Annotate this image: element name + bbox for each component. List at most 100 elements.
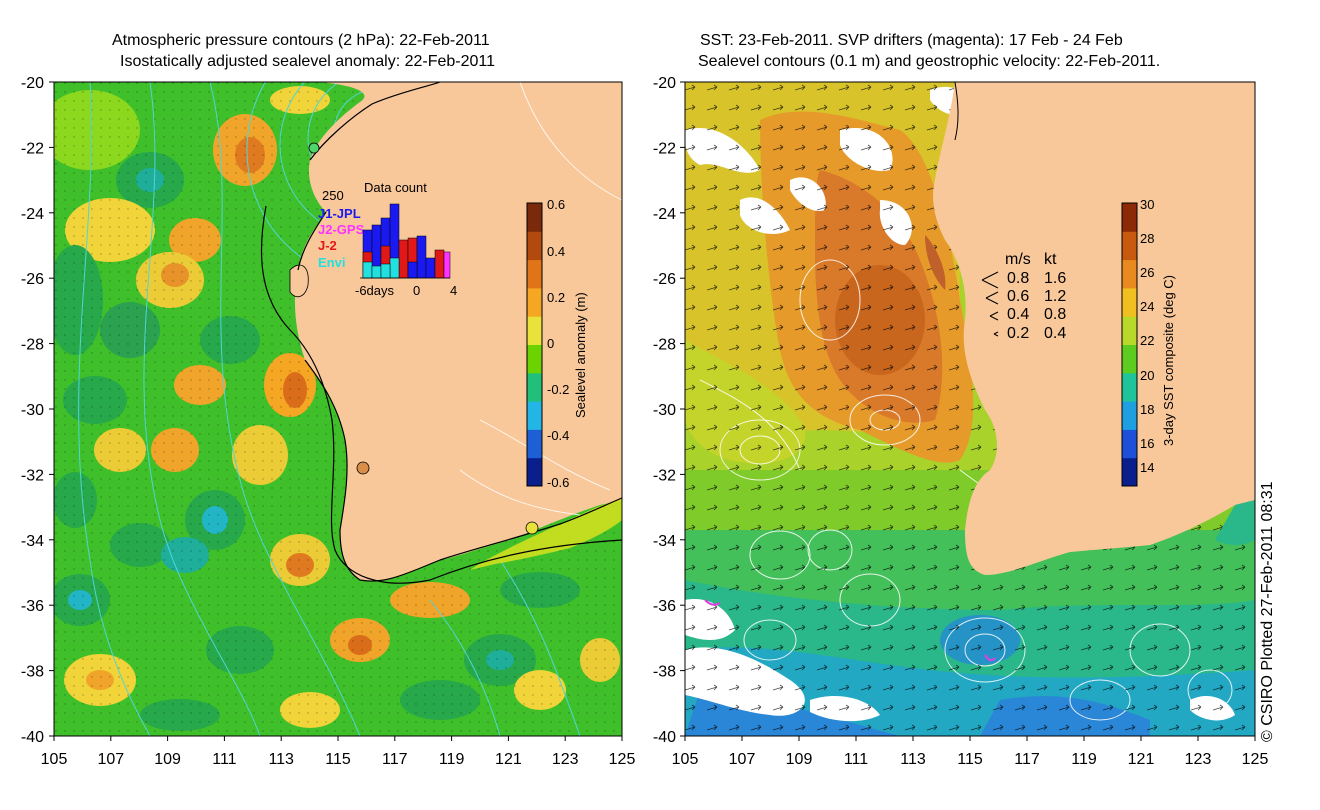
right-y-tick-label: -30 [653, 402, 676, 419]
left-x-tick-label: 105 [41, 751, 68, 768]
sst-tick-26: 26 [1140, 265, 1154, 280]
sst-colorbar-segment-9 [1122, 203, 1137, 232]
left-y-tick-label: -24 [21, 206, 44, 223]
sst-colorbar-ticks: 30 28 26 24 22 20 18 16 14 [1140, 197, 1154, 475]
left-title-line2: Isostatically adjusted sealevel anomaly:… [120, 53, 496, 70]
sst-tick-24: 24 [1140, 299, 1154, 314]
left-y-axis: -20 -22 -24 -26 -28 -30 -32 -34 -36 -38 -40 [21, 75, 54, 746]
sealevel-tick-neg0.4: -0.4 [547, 428, 569, 443]
right-title-line1: SST: 23-Feb-2011. SVP drifters (magenta)… [700, 32, 1123, 49]
data-count-bars [362, 203, 451, 279]
sealevel-tick-0.2: 0.2 [547, 290, 565, 305]
svp-drifter-track-1 [704, 599, 721, 606]
sealevel-colorbar-segment-4 [527, 344, 542, 374]
sealevel-tick-0: 0 [547, 336, 554, 351]
data-count-title: Data count [364, 180, 427, 195]
sealevel-colorbar-segment-3 [527, 372, 542, 402]
sealevel-tick-0.6: 0.6 [547, 197, 565, 212]
velocity-row-1-kt: 1.2 [1044, 288, 1066, 305]
left-x-tick-label: 109 [154, 751, 181, 768]
right-y-tick-label: -36 [653, 598, 676, 615]
sealevel-colorbar-segment-2 [527, 401, 542, 430]
velocity-row-1-ms: 0.6 [1007, 288, 1029, 305]
sealevel-colorbar [526, 202, 543, 487]
right-x-tick-label: 109 [786, 751, 813, 768]
right-x-tick-label: 119 [1071, 751, 1097, 768]
sealevel-colorbar-segment-0 [527, 457, 542, 487]
left-y-tick-label: -26 [21, 271, 44, 288]
left-y-tick-label: -22 [21, 140, 44, 157]
left-x-tick-label: 113 [268, 751, 294, 768]
left-x-tick-label: 107 [97, 751, 124, 768]
sealevel-colorbar-segment-1 [527, 429, 542, 459]
right-y-tick-label: -22 [653, 140, 676, 157]
right-x-axis: 105 107 109 111 113 115 117 119 121 123 125 [672, 736, 1268, 768]
velocity-legend-header-ms: m/s [1005, 251, 1031, 268]
right-y-tick-label: -40 [653, 729, 676, 746]
left-x-axis: 105 107 109 111 113 115 117 119 121 123 125 [41, 736, 636, 768]
left-x-tick-label: 117 [382, 751, 408, 768]
legend-j1-jpl: J1-JPL [318, 206, 361, 221]
sealevel-colorbar-segment-6 [527, 287, 542, 317]
velocity-row-2-ms: 0.4 [1007, 306, 1029, 323]
left-x-tick-label: 125 [609, 751, 636, 768]
right-x-tick-label: 117 [1014, 751, 1040, 768]
sst-colorbar-segment-0 [1122, 457, 1137, 487]
velocity-row-2-kt: 0.8 [1044, 306, 1066, 323]
sst-tick-14: 14 [1140, 460, 1154, 475]
sst-tick-20: 20 [1140, 368, 1154, 383]
left-y-tick-label: -34 [21, 533, 44, 550]
sst-tick-30: 30 [1140, 197, 1154, 212]
sst-colorbar-segment-5 [1122, 316, 1137, 345]
right-y-tick-label: -34 [653, 533, 676, 550]
right-x-tick-label: 105 [672, 751, 699, 768]
sst-colorbar-segment-7 [1122, 259, 1137, 289]
sealevel-colorbar-segment-9 [527, 203, 542, 232]
left-y-tick-label: -36 [21, 598, 44, 615]
sealevel-colorbar-segment-8 [527, 231, 542, 261]
sst-colorbar-label: 3-day SST composite (deg C) [1161, 275, 1176, 446]
sst-colorbar-segment-4 [1122, 344, 1137, 374]
left-title-line1: Atmospheric pressure contours (2 hPa): 2… [112, 32, 490, 49]
sst-tick-18: 18 [1140, 402, 1154, 417]
sealevel-tick-neg0.6: -0.6 [547, 475, 569, 490]
right-x-tick-label: 115 [957, 751, 983, 768]
data-count-xlabel-end: 4 [450, 283, 457, 298]
left-y-tick-label: -38 [21, 664, 44, 681]
right-y-tick-label: -24 [653, 206, 676, 223]
data-count-max-label: 250 [322, 188, 344, 203]
data-count-xlabel-start: -6days [355, 283, 395, 298]
left-y-tick-label: -40 [21, 729, 44, 746]
sst-colorbar-segment-1 [1122, 429, 1137, 459]
left-x-tick-label: 111 [212, 751, 236, 768]
sst-tick-22: 22 [1140, 333, 1154, 348]
sst-tick-28: 28 [1140, 231, 1154, 246]
left-x-tick-label: 123 [552, 751, 579, 768]
left-y-tick-label: -32 [21, 467, 44, 484]
left-y-tick-label: -20 [21, 75, 44, 92]
right-y-tick-label: -32 [653, 467, 676, 484]
velocity-row-0-kt: 1.6 [1044, 270, 1066, 287]
sst-colorbar-frame [1121, 202, 1138, 487]
svp-drifter-track-2 [984, 654, 996, 662]
right-y-tick-label: -26 [653, 271, 676, 288]
sealevel-colorbar-segment-5 [527, 316, 542, 345]
right-land [925, 82, 1255, 575]
sealevel-colorbar-frame [526, 202, 543, 487]
right-y-tick-label: -20 [653, 75, 676, 92]
data-count-inset: Data count 250 J1-JPL J2-GPS J-2 Envi -6… [318, 180, 457, 298]
legend-j2-gps: J2-GPS [318, 222, 365, 237]
sst-colorbar-segment-8 [1122, 231, 1137, 261]
sst-colorbar-segment-6 [1122, 287, 1137, 317]
legend-j2: J-2 [318, 238, 337, 253]
legend-envi: Envi [318, 255, 345, 270]
sst-tick-16: 16 [1140, 436, 1154, 451]
sealevel-colorbar-ticks: 0.6 0.4 0.2 0 -0.2 -0.4 -0.6 [547, 197, 569, 490]
right-x-tick-label: 123 [1185, 751, 1212, 768]
right-y-tick-label: -38 [653, 664, 676, 681]
right-x-tick-label: 113 [900, 751, 926, 768]
right-title-line2: Sealevel contours (0.1 m) and geostrophi… [698, 53, 1161, 70]
left-x-tick-label: 121 [495, 751, 522, 768]
velocity-row-0-ms: 0.8 [1007, 270, 1029, 287]
sst-colorbar-segment-3 [1122, 372, 1137, 402]
